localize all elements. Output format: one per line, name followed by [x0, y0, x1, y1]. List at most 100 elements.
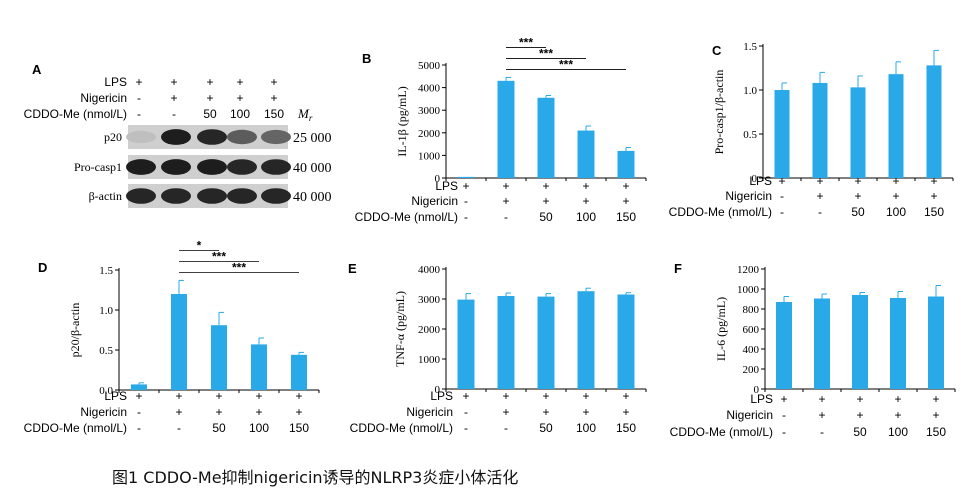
- treatment-row-label: Nigericin: [80, 91, 127, 105]
- treatment-value: +: [930, 189, 937, 203]
- treatment-row-label: Nigericin: [406, 405, 453, 419]
- y-tick-label: 200: [743, 364, 760, 376]
- treatment-row-label: CDDO-Me (nmol/L): [24, 421, 127, 435]
- y-tick-label: 0: [435, 384, 441, 396]
- bar: [131, 384, 147, 390]
- blot-band: [261, 159, 291, 175]
- treatment-value: +: [622, 389, 629, 403]
- y-axis-label: p20/β-actin: [68, 303, 82, 358]
- blot-band: [197, 188, 227, 204]
- blot-band: [161, 129, 191, 145]
- y-tick-label: 1.0: [99, 305, 113, 317]
- treatment-value: +: [818, 392, 825, 406]
- treatment-value: +: [236, 91, 243, 105]
- treatment-value: +: [816, 174, 823, 188]
- treatment-value: -: [177, 421, 181, 435]
- significance-label: ***: [232, 260, 246, 274]
- treatment-value: +: [295, 389, 302, 403]
- treatment-value: -: [137, 405, 141, 419]
- treatment-value: +: [255, 405, 262, 419]
- treatment-value: -: [782, 408, 786, 422]
- treatment-value: +: [582, 389, 589, 403]
- treatment-value: -: [464, 421, 468, 435]
- significance-label: ***: [519, 35, 533, 49]
- treatment-value: +: [270, 75, 277, 89]
- treatment-value: +: [582, 194, 589, 208]
- treatment-value: 100: [249, 421, 269, 435]
- treatment-value: 150: [616, 421, 636, 435]
- treatment-value: +: [816, 189, 823, 203]
- treatment-value: +: [215, 389, 222, 403]
- treatment-row-label: CDDO-Me (nmol/L): [670, 425, 773, 439]
- treatment-value: 100: [886, 205, 906, 219]
- treatment-value: 50: [539, 421, 553, 435]
- blot-band: [261, 188, 291, 204]
- y-tick-label: 1000: [418, 150, 441, 162]
- figure-caption: 图1 CDDO-Me抑制nigericin诱导的NLRP3炎症小体活化: [112, 468, 519, 487]
- treatment-value: 50: [851, 205, 865, 219]
- treatment-value: +: [930, 174, 937, 188]
- blot-band: [161, 159, 191, 175]
- bar: [251, 344, 267, 390]
- significance-label: ***: [559, 57, 573, 71]
- y-tick-label: 1200: [737, 264, 760, 276]
- treatment-value: +: [818, 408, 825, 422]
- blot-band: [197, 159, 227, 175]
- treatment-value: +: [206, 91, 213, 105]
- y-axis-label: TNF-α (pg/mL): [393, 291, 407, 367]
- treatment-value: -: [820, 425, 824, 439]
- treatment-row-label: Nigericin: [726, 408, 773, 422]
- treatment-value: +: [542, 179, 549, 193]
- blot-band: [227, 188, 257, 204]
- y-tick-label: 2000: [418, 324, 441, 336]
- treatment-value: +: [778, 174, 785, 188]
- treatment-value: +: [932, 408, 939, 422]
- treatment-value: 100: [576, 421, 596, 435]
- treatment-row-label: CDDO-Me (nmol/L): [350, 421, 453, 435]
- treatment-value: +: [270, 91, 277, 105]
- panel-label: D: [38, 260, 47, 275]
- bar: [457, 299, 475, 389]
- treatment-value: +: [542, 194, 549, 208]
- treatment-row-label: LPS: [104, 75, 127, 89]
- treatment-value: +: [236, 75, 243, 89]
- y-tick-label: 0.0: [99, 385, 113, 397]
- treatment-value: -: [172, 107, 176, 121]
- y-axis-label: IL-6 (pg/mL): [714, 297, 728, 361]
- treatment-value: 150: [264, 107, 284, 121]
- bar: [776, 302, 792, 389]
- treatment-row-label: LPS: [750, 392, 773, 406]
- significance-label: *: [197, 238, 202, 252]
- bar: [926, 65, 942, 178]
- panel-b: B 0 1000 2000 3000 4000 5000 IL-1β (pg/mL) *** **…: [355, 35, 647, 224]
- treatment-row-label: LPS: [435, 179, 458, 193]
- treatment-value: +: [856, 408, 863, 422]
- treatment-value: +: [582, 405, 589, 419]
- bar: [537, 97, 555, 178]
- y-axis-label: Pro-casp1/β-actin: [712, 70, 726, 155]
- treatment-value: 50: [203, 107, 217, 121]
- y-tick-label: 1.5: [99, 265, 113, 277]
- treatment-value: 150: [289, 421, 309, 435]
- bar: [537, 296, 555, 389]
- treatment-value: +: [892, 189, 899, 203]
- treatment-value: 100: [230, 107, 250, 121]
- blot-row-label: Pro-casp1: [74, 160, 122, 174]
- treatment-value: +: [622, 179, 629, 193]
- treatment-row-label: LPS: [430, 389, 453, 403]
- treatment-value: +: [622, 194, 629, 208]
- treatment-value: -: [818, 205, 822, 219]
- y-tick-label: 0.5: [743, 129, 757, 141]
- treatment-value: +: [542, 405, 549, 419]
- treatment-row-label: CDDO-Me (nmol/L): [24, 107, 127, 121]
- blot-band: [161, 188, 191, 204]
- y-tick-label: 0: [754, 384, 760, 396]
- y-tick-label: 4000: [418, 264, 441, 276]
- panel-label: F: [674, 261, 682, 276]
- treatment-value: +: [542, 389, 549, 403]
- treatment-value: 50: [853, 425, 867, 439]
- treatment-value: +: [854, 189, 861, 203]
- treatment-value: +: [206, 75, 213, 89]
- treatment-value: +: [932, 392, 939, 406]
